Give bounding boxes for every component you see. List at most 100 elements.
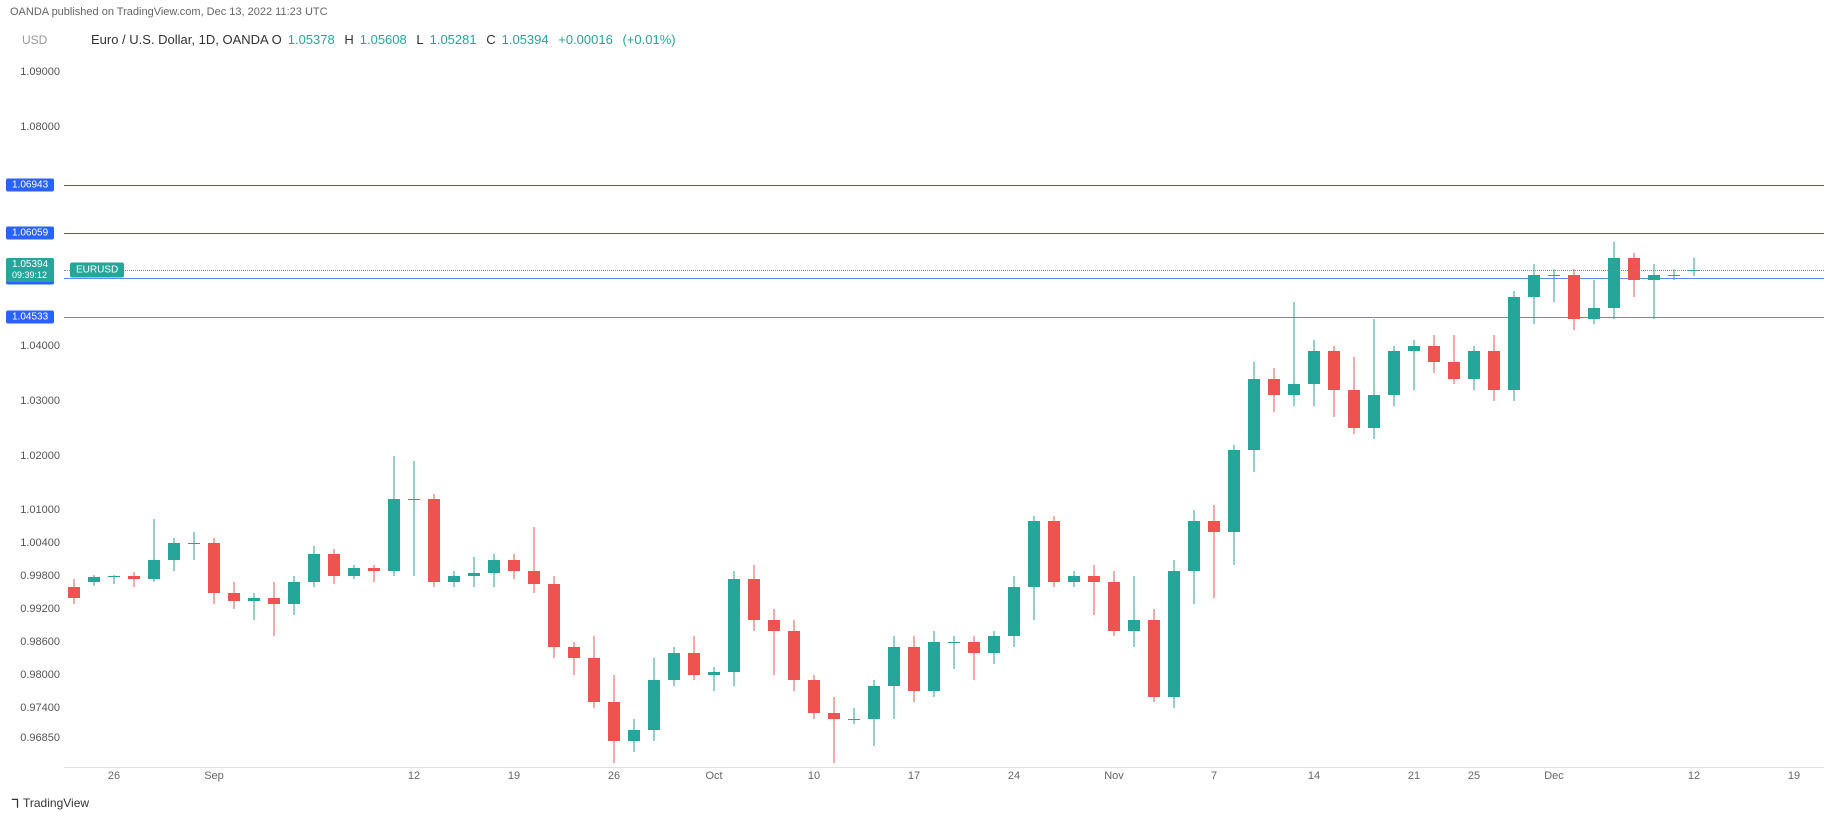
candle[interactable]	[1528, 50, 1540, 768]
candle[interactable]	[1128, 50, 1140, 768]
candle[interactable]	[368, 50, 380, 768]
candle[interactable]	[1508, 50, 1520, 768]
candle[interactable]	[1648, 50, 1660, 768]
candle[interactable]	[728, 50, 740, 768]
candle[interactable]	[868, 50, 880, 768]
candle[interactable]	[348, 50, 360, 768]
y-tick-label: 1.09000	[20, 66, 60, 78]
x-tick-label: 21	[1408, 770, 1420, 782]
y-tick-label: 0.99800	[20, 570, 60, 582]
candle[interactable]	[768, 50, 780, 768]
candle[interactable]	[1148, 50, 1160, 768]
candle[interactable]	[288, 50, 300, 768]
x-tick-label: 12	[1688, 770, 1700, 782]
candle[interactable]	[808, 50, 820, 768]
candle[interactable]	[1628, 50, 1640, 768]
candle[interactable]	[1188, 50, 1200, 768]
candle[interactable]	[528, 50, 540, 768]
x-tick-label: 24	[1008, 770, 1020, 782]
candle[interactable]	[848, 50, 860, 768]
y-tick-label: 0.97400	[20, 702, 60, 714]
candle[interactable]	[1048, 50, 1060, 768]
candle[interactable]	[1388, 50, 1400, 768]
candle[interactable]	[688, 50, 700, 768]
candle[interactable]	[1208, 50, 1220, 768]
candle[interactable]	[388, 50, 400, 768]
candle[interactable]	[1428, 50, 1440, 768]
candle[interactable]	[508, 50, 520, 768]
candle[interactable]	[1228, 50, 1240, 768]
currency-label: USD	[22, 33, 47, 47]
candle[interactable]	[1468, 50, 1480, 768]
candle[interactable]	[1488, 50, 1500, 768]
close-label: C	[486, 32, 495, 47]
candle[interactable]	[588, 50, 600, 768]
candle[interactable]	[128, 50, 140, 768]
candle[interactable]	[1108, 50, 1120, 768]
candle[interactable]	[448, 50, 460, 768]
candle[interactable]	[1008, 50, 1020, 768]
y-tick-label: 1.02000	[20, 450, 60, 462]
chart-area[interactable]: 1.069431.060591.052491.045331.0539409:39…	[64, 50, 1824, 768]
candle[interactable]	[208, 50, 220, 768]
candle[interactable]	[328, 50, 340, 768]
x-tick-label: 12	[408, 770, 420, 782]
candle[interactable]	[1588, 50, 1600, 768]
candle[interactable]	[1088, 50, 1100, 768]
candle[interactable]	[608, 50, 620, 768]
candle[interactable]	[1308, 50, 1320, 768]
candle[interactable]	[188, 50, 200, 768]
candle[interactable]	[648, 50, 660, 768]
candle[interactable]	[928, 50, 940, 768]
candle[interactable]	[668, 50, 680, 768]
candle[interactable]	[908, 50, 920, 768]
candle[interactable]	[428, 50, 440, 768]
candle[interactable]	[488, 50, 500, 768]
candle[interactable]	[1568, 50, 1580, 768]
candle[interactable]	[1348, 50, 1360, 768]
candle[interactable]	[888, 50, 900, 768]
x-tick-label: 19	[508, 770, 520, 782]
candle[interactable]	[968, 50, 980, 768]
candle[interactable]	[1248, 50, 1260, 768]
candle[interactable]	[788, 50, 800, 768]
candle[interactable]	[148, 50, 160, 768]
candle[interactable]	[708, 50, 720, 768]
candle[interactable]	[1688, 50, 1700, 768]
current-price-tag: 1.0539409:39:12	[6, 258, 54, 282]
candle[interactable]	[568, 50, 580, 768]
x-tick-label: Oct	[705, 770, 722, 782]
candle[interactable]	[988, 50, 1000, 768]
candle[interactable]	[1668, 50, 1680, 768]
candle[interactable]	[748, 50, 760, 768]
candle[interactable]	[68, 50, 80, 768]
candle[interactable]	[248, 50, 260, 768]
close-value: 1.05394	[502, 32, 549, 47]
candle[interactable]	[1028, 50, 1040, 768]
candle[interactable]	[1448, 50, 1460, 768]
x-tick-label: 17	[908, 770, 920, 782]
candle[interactable]	[268, 50, 280, 768]
candle[interactable]	[548, 50, 560, 768]
candle[interactable]	[1168, 50, 1180, 768]
candle[interactable]	[408, 50, 420, 768]
candle[interactable]	[308, 50, 320, 768]
candle[interactable]	[1328, 50, 1340, 768]
candle[interactable]	[108, 50, 120, 768]
candle[interactable]	[1368, 50, 1380, 768]
change-abs: +0.00016	[558, 32, 613, 47]
candle[interactable]	[1068, 50, 1080, 768]
candle[interactable]	[628, 50, 640, 768]
footer-brand: ヿ TradingView	[10, 795, 89, 810]
candle[interactable]	[1608, 50, 1620, 768]
candle[interactable]	[1548, 50, 1560, 768]
candle[interactable]	[468, 50, 480, 768]
candle[interactable]	[948, 50, 960, 768]
candle[interactable]	[88, 50, 100, 768]
candle[interactable]	[228, 50, 240, 768]
candle[interactable]	[1408, 50, 1420, 768]
candle[interactable]	[168, 50, 180, 768]
candle[interactable]	[828, 50, 840, 768]
candle[interactable]	[1268, 50, 1280, 768]
candle[interactable]	[1288, 50, 1300, 768]
